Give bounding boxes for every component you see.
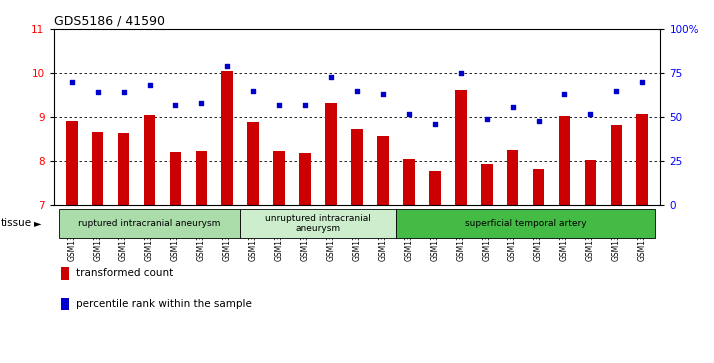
Bar [636, 114, 648, 205]
Bar [396, 208, 655, 238]
Bar [610, 125, 622, 205]
Bar [429, 171, 441, 205]
Bar [273, 151, 285, 205]
Point [118, 90, 129, 95]
Bar [241, 208, 396, 238]
Point [507, 103, 518, 109]
Bar [92, 132, 104, 205]
Point [351, 88, 363, 94]
Bar [585, 160, 596, 205]
Bar [351, 129, 363, 205]
Point [403, 111, 415, 117]
Point [92, 90, 104, 95]
Bar [221, 71, 233, 205]
Text: percentile rank within the sample: percentile rank within the sample [76, 299, 252, 309]
Bar [558, 116, 570, 205]
Point [144, 82, 155, 88]
Text: GDS5186 / 41590: GDS5186 / 41590 [54, 15, 164, 28]
Point [585, 111, 596, 117]
Bar [66, 122, 78, 205]
Text: ruptured intracranial aneurysm: ruptured intracranial aneurysm [79, 219, 221, 228]
Text: superficial temporal artery: superficial temporal artery [465, 219, 586, 228]
Text: transformed count: transformed count [76, 268, 174, 278]
Point [299, 102, 311, 108]
Point [429, 121, 441, 127]
Text: ►: ► [34, 218, 42, 228]
Bar [326, 103, 337, 205]
Bar [118, 133, 129, 205]
Bar [144, 115, 156, 205]
Point [455, 70, 466, 76]
Point [559, 91, 570, 97]
Bar [170, 152, 181, 205]
Point [196, 100, 207, 106]
Bar [377, 136, 388, 205]
Point [481, 116, 493, 122]
Bar [59, 208, 241, 238]
Bar [196, 151, 207, 205]
Point [66, 79, 77, 85]
Point [326, 74, 337, 79]
Point [170, 102, 181, 108]
Text: unruptured intracranial
aneurysm: unruptured intracranial aneurysm [265, 213, 371, 233]
Bar [299, 153, 311, 205]
Bar [533, 168, 544, 205]
Point [248, 88, 259, 94]
Point [533, 118, 544, 123]
Point [610, 88, 622, 94]
Bar [455, 90, 466, 205]
Bar [248, 122, 259, 205]
Point [221, 63, 233, 69]
Bar [481, 164, 493, 205]
Bar [403, 159, 415, 205]
Point [377, 91, 388, 97]
Bar [507, 150, 518, 205]
Text: tissue: tissue [1, 218, 32, 228]
Point [273, 102, 285, 108]
Point [637, 79, 648, 85]
